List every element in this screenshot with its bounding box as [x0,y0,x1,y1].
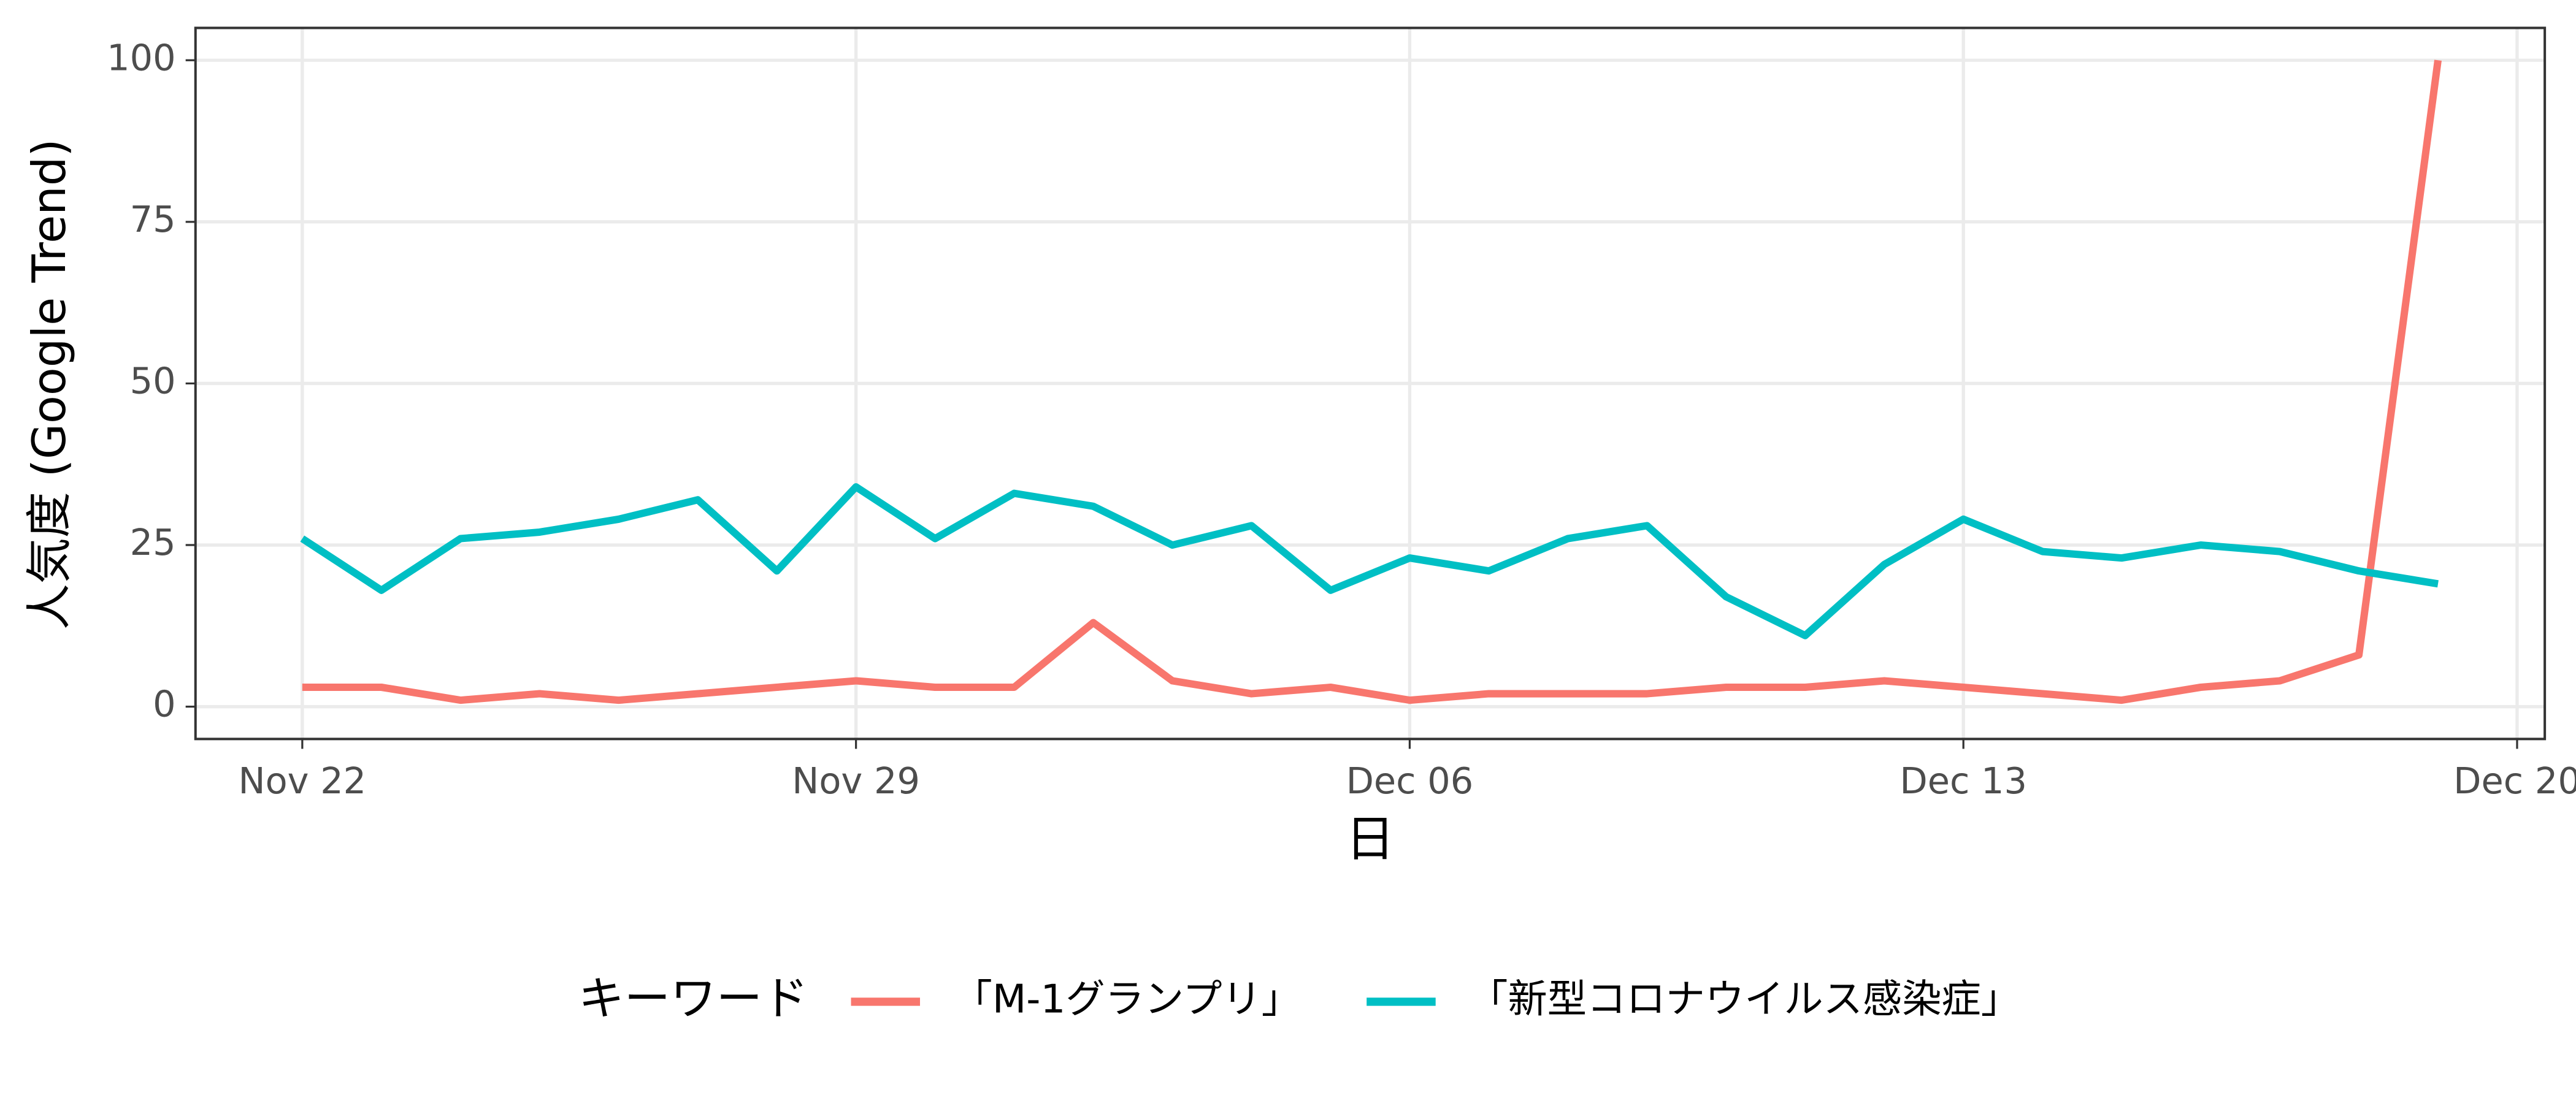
x-tick-label: Nov 22 [239,760,367,802]
x-axis-label: 日 [1346,810,1395,868]
x-tick-label: Dec 13 [1899,760,2027,802]
y-tick-label: 25 [130,521,176,563]
x-tick-label: Dec 06 [1346,760,1474,802]
y-axis-label: 人気度 (Google Trend) [22,139,76,630]
line-series [300,483,2439,639]
y-tick-label: 0 [153,683,175,725]
x-tick-label: Dec 20 [2453,760,2576,802]
y-tick-label: 100 [107,36,175,78]
plot-border [194,26,2547,741]
legend-title: キーワード [578,971,808,1025]
legend-label: 「M-1グランプリ」 [953,976,1301,1022]
line-series [302,59,2442,704]
x-tick-label: Nov 29 [792,760,920,802]
y-tick-label: 50 [130,360,176,402]
legend-label: 「新型コロナウイルス感染症」 [1468,976,2020,1022]
y-tick-label: 75 [130,198,176,240]
